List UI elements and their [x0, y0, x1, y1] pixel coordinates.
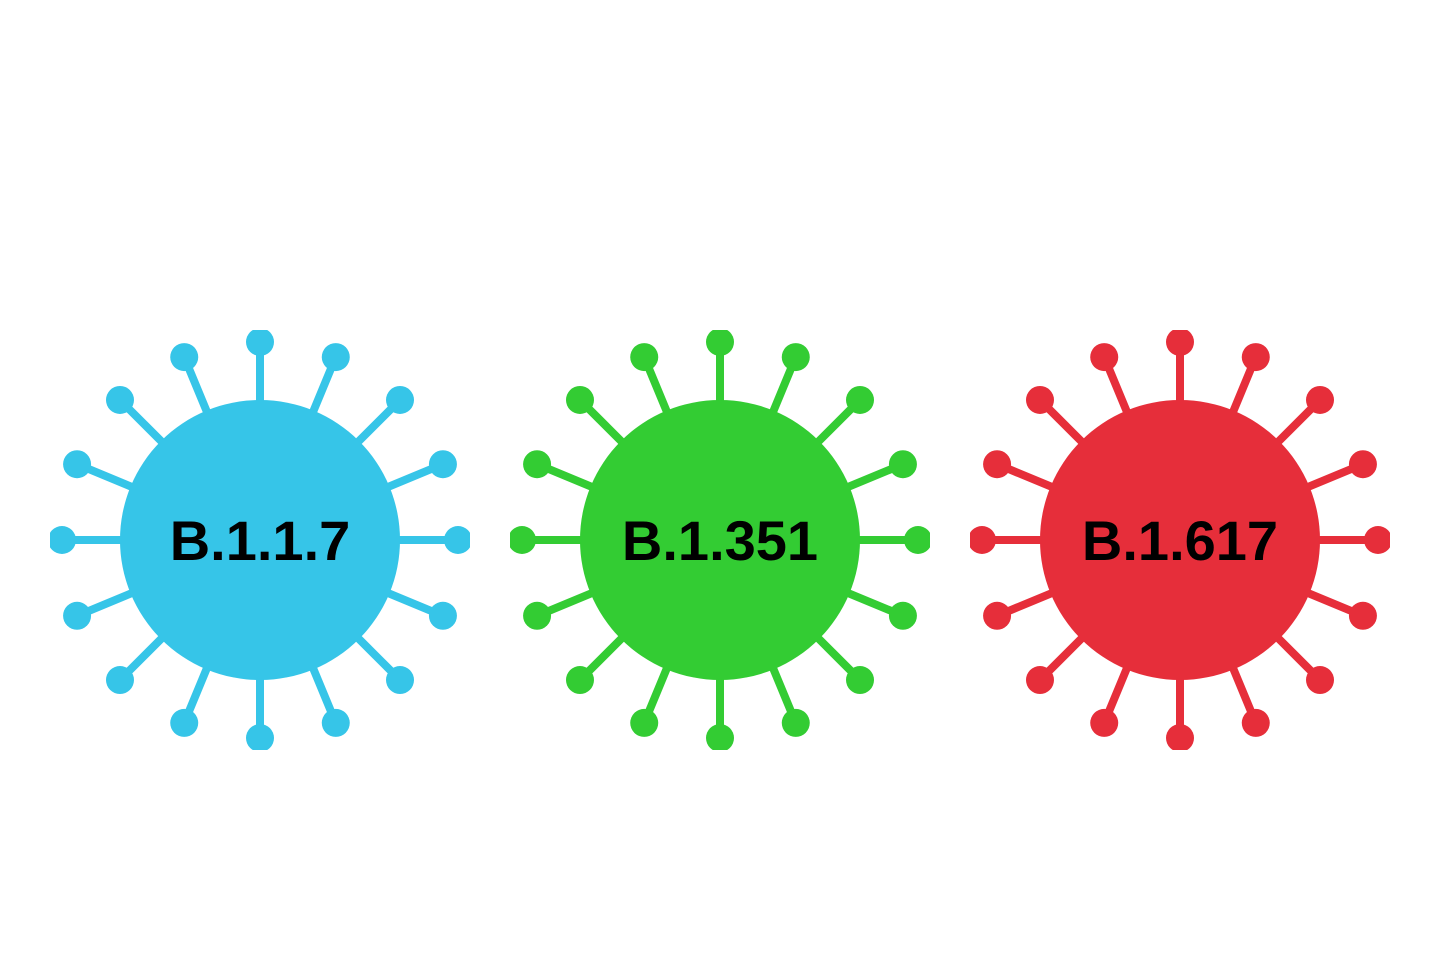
variant-code: B.1.1.7 — [170, 508, 351, 573]
virus-graphic: B.1.617 — [970, 330, 1390, 750]
variant-delta: Delta B.1.617 — [970, 210, 1390, 750]
variant-code: B.1.351 — [622, 508, 818, 573]
variant-code: B.1.617 — [1082, 508, 1278, 573]
virus-graphic: B.1.1.7 — [50, 330, 470, 750]
variant-alpha: Alpha B.1.1.7 — [50, 210, 470, 750]
virus-graphic: B.1.351 — [510, 330, 930, 750]
infographic-container: Alpha B.1.1.7 Beta B.1.351 Delta B.1.617 — [0, 0, 1440, 960]
variant-beta: Beta B.1.351 — [510, 210, 930, 750]
